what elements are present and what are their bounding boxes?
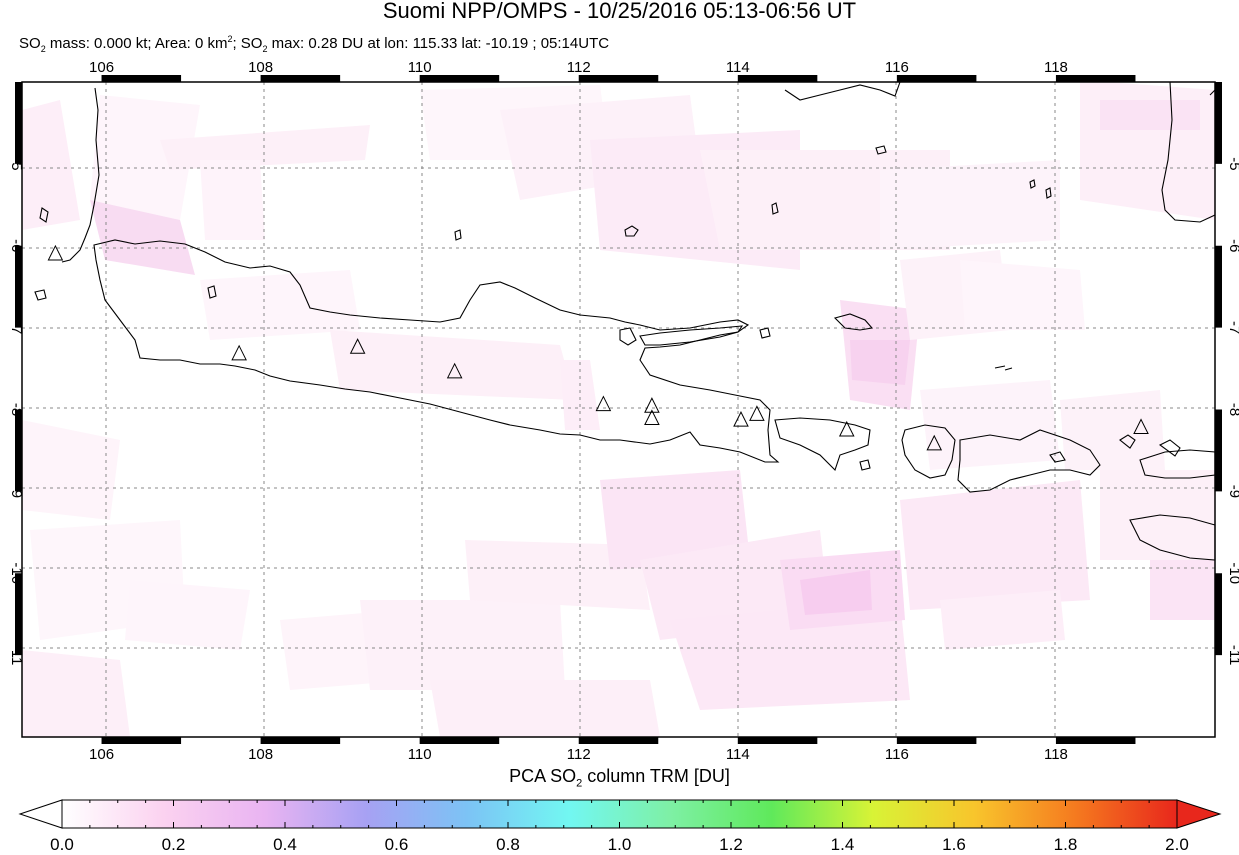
lat-tick-label: -11 bbox=[1226, 645, 1239, 666]
lat-tick-label: -9 bbox=[1226, 485, 1239, 498]
lat-tick-label: -5 bbox=[8, 157, 25, 170]
lat-tick-label: -6 bbox=[1226, 239, 1239, 252]
border-bar bbox=[737, 737, 818, 744]
lon-tick-label: 110 bbox=[408, 59, 432, 76]
colorbar-label: 0.8 bbox=[496, 835, 520, 854]
border-bar bbox=[737, 75, 818, 82]
colorbar-title: PCA SO2 column TRM [DU] bbox=[509, 766, 730, 790]
colorbar-label: 1.2 bbox=[719, 835, 743, 854]
lat-tick-label: -7 bbox=[1226, 321, 1239, 334]
axis-tick-labels: 106 106 108 108 110 110 112 112 114 114 116 116 118 1… bbox=[8, 59, 1239, 760]
colorbar-high-extension bbox=[1176, 799, 1222, 829]
lat-tick-label: -5 bbox=[1226, 157, 1239, 170]
colorbar bbox=[18, 799, 1222, 829]
volcano-marker bbox=[595, 395, 612, 412]
border-bar bbox=[578, 75, 659, 82]
colorbar-label: 0.6 bbox=[384, 835, 409, 854]
lon-tick-label: 108 bbox=[248, 59, 273, 76]
border-bar bbox=[419, 75, 500, 82]
border-bar bbox=[419, 737, 500, 744]
volcano-markers bbox=[47, 244, 1149, 451]
border-bar bbox=[101, 737, 182, 744]
border-bar bbox=[1215, 573, 1222, 656]
lat-tick-label: -8 bbox=[8, 403, 25, 416]
border-bar bbox=[15, 82, 22, 164]
lon-tick-label: 110 bbox=[408, 746, 432, 760]
lon-tick-label: 112 bbox=[567, 746, 591, 760]
graticule bbox=[22, 82, 1215, 737]
colorbar-label: 1.4 bbox=[830, 835, 855, 854]
map-title: Suomi NPP/OMPS - 10/25/2016 05:13-06:56 … bbox=[382, 0, 857, 23]
so2-swaths bbox=[22, 80, 1215, 737]
lon-tick-label: 106 bbox=[89, 59, 114, 76]
colorbar-label: 1.6 bbox=[942, 835, 966, 854]
colorbar-label: 1.0 bbox=[607, 835, 632, 854]
lon-tick-label: 108 bbox=[248, 746, 273, 760]
border-bar bbox=[1215, 409, 1222, 492]
lon-tick-label: 114 bbox=[726, 59, 750, 76]
colorbar-label: 1.8 bbox=[1053, 835, 1078, 854]
map-subtitle: SO2 mass: 0.000 kt; Area: 0 km2; SO2 max… bbox=[19, 34, 610, 54]
lon-tick-label: 116 bbox=[885, 746, 909, 760]
lon-tick-label: 106 bbox=[89, 746, 114, 760]
border-bar bbox=[260, 75, 341, 82]
border-bar bbox=[896, 75, 977, 82]
colorbar-label: 0.2 bbox=[161, 835, 186, 854]
border-bar bbox=[896, 737, 977, 744]
volcano-marker bbox=[1133, 418, 1149, 435]
colorbar-ticks bbox=[89, 800, 1150, 828]
lon-tick-label: 116 bbox=[885, 59, 909, 76]
border-bar bbox=[15, 409, 22, 492]
border-bar bbox=[578, 737, 659, 744]
volcano-marker bbox=[446, 362, 463, 379]
volcano-marker bbox=[47, 244, 64, 261]
lon-tick-label: 112 bbox=[567, 59, 591, 76]
border-bar bbox=[1055, 75, 1136, 82]
border-bar bbox=[260, 737, 341, 744]
lon-tick-label: 118 bbox=[1044, 746, 1068, 760]
coastlines bbox=[34, 81, 1216, 561]
colorbar-low-extension bbox=[18, 799, 63, 829]
volcano-marker bbox=[644, 409, 660, 426]
lon-tick-label: 118 bbox=[1044, 59, 1068, 76]
map-panel: 106 106 108 108 110 110 112 112 114 114 116 116 118 1… bbox=[8, 59, 1239, 760]
volcano-marker bbox=[231, 344, 247, 361]
colorbar-label: 2.0 bbox=[1165, 835, 1189, 854]
volcano-marker bbox=[733, 411, 749, 427]
volcano-marker bbox=[749, 405, 765, 421]
border-bar bbox=[101, 75, 182, 82]
border-bar bbox=[1215, 82, 1222, 164]
lat-tick-label: -11 bbox=[8, 645, 25, 666]
volcano-marker bbox=[838, 420, 855, 437]
lat-tick-label: -9 bbox=[8, 485, 25, 498]
lon-tick-label: 114 bbox=[726, 746, 750, 760]
border-bar bbox=[1055, 737, 1136, 744]
lat-tick-label: -10 bbox=[1226, 562, 1239, 584]
border-bar bbox=[15, 245, 22, 328]
volcano-marker bbox=[644, 397, 660, 413]
map-border-bars bbox=[15, 75, 1222, 744]
border-bar bbox=[15, 573, 22, 656]
volcano-marker bbox=[349, 338, 366, 354]
lat-tick-label: -6 bbox=[8, 239, 25, 252]
lat-tick-label: -8 bbox=[1226, 403, 1239, 416]
lat-tick-label: -10 bbox=[8, 562, 25, 584]
colorbar-label: 0.4 bbox=[273, 835, 297, 854]
volcano-marker bbox=[926, 434, 943, 451]
colorbar-label: 0.0 bbox=[50, 835, 74, 854]
border-bar bbox=[1215, 245, 1222, 328]
lat-tick-label: -7 bbox=[8, 321, 25, 334]
